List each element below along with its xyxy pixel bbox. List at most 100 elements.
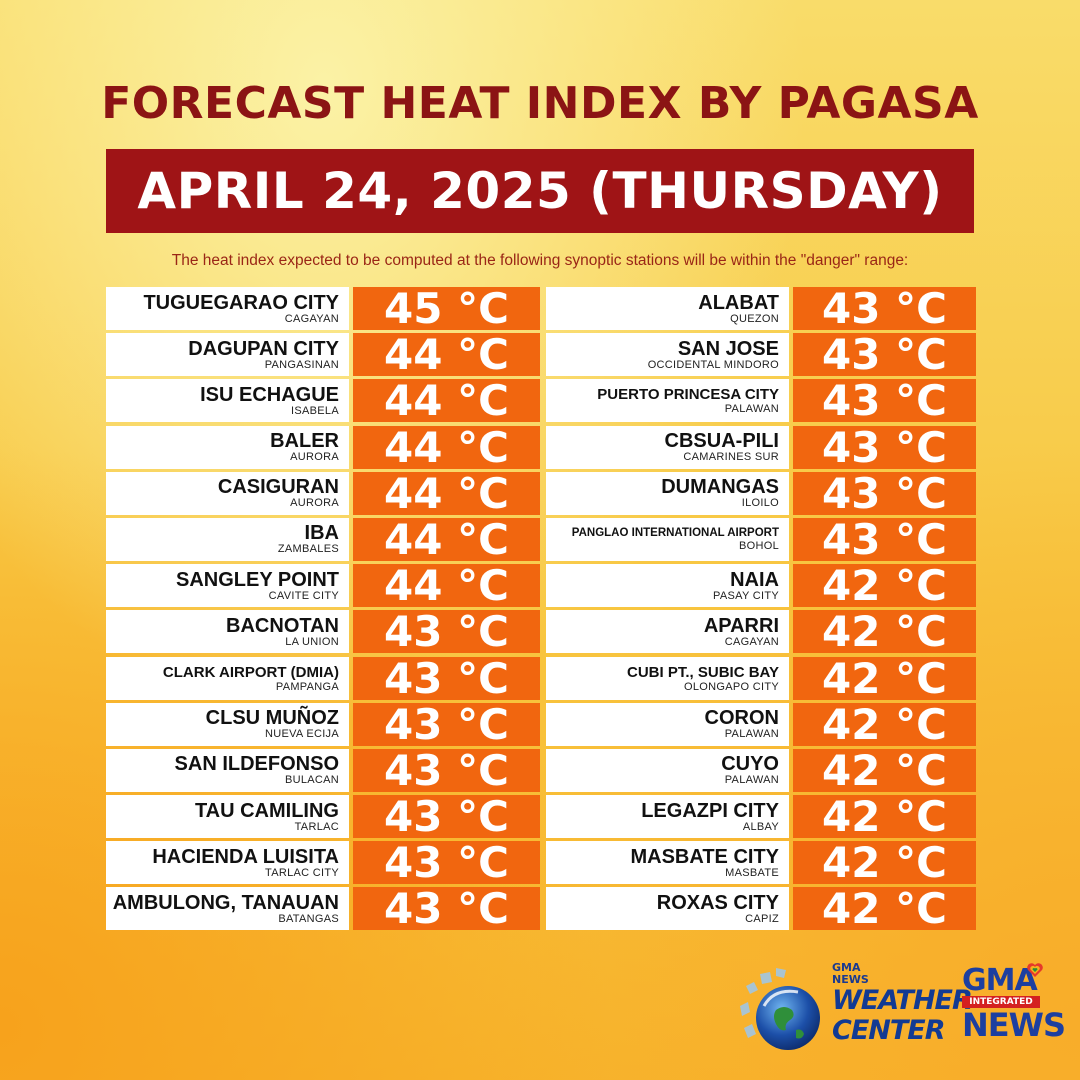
station-row: LEGAZPI CITY ALBAY 42 °C xyxy=(546,792,976,841)
station-name: BALER xyxy=(270,430,339,453)
station-row: SAN JOSE OCCIDENTAL MINDORO 43 °C xyxy=(546,330,976,379)
heat-index-value: 43 °C xyxy=(793,376,976,425)
station-name: LEGAZPI CITY xyxy=(641,799,779,822)
heat-index-value: 43 °C xyxy=(793,284,976,333)
station-name: APARRI xyxy=(703,614,779,637)
station-row: SAN ILDEFONSO BULACAN 43 °C xyxy=(106,746,540,795)
station-row: IBA ZAMBALES 44 °C xyxy=(106,515,540,564)
station-name: ROXAS CITY xyxy=(656,891,779,914)
gma-integrated-news-logo: GMA INTEGRATED NEWS xyxy=(962,963,1066,1050)
station-label: TUGUEGARAO CITY CAGAYAN xyxy=(106,287,349,330)
station-province: ZAMBALES xyxy=(277,543,339,556)
station-name: CORON xyxy=(704,707,779,730)
station-province: BATANGAS xyxy=(278,912,339,925)
station-province: TARLAC xyxy=(294,820,339,833)
gma-logo-top: GMA xyxy=(962,963,1038,998)
station-label: HACIENDA LUISITA TARLAC CITY xyxy=(106,841,349,885)
station-label: IBA ZAMBALES xyxy=(106,517,349,561)
station-name: PANGLAO INTERNATIONAL AIRPORT xyxy=(571,527,779,540)
station-label: ROXAS CITY CAPIZ xyxy=(546,887,789,931)
right-station-column: ALABAT QUEZON 43 °C SAN JOSE OCCIDENTAL MIND… xyxy=(546,284,976,934)
gma-logo-middle: INTEGRATED xyxy=(962,996,1040,1008)
station-province: OCCIDENTAL MINDORO xyxy=(647,358,779,371)
heat-index-value: 44 °C xyxy=(353,561,540,610)
station-province: PALAWAN xyxy=(724,774,779,787)
weather-center-line1: WEATHER xyxy=(832,985,973,1016)
gma-logo-bottom: NEWS xyxy=(962,1006,1066,1044)
station-province: OLONGAPO CITY xyxy=(684,680,779,693)
station-label: ISU ECHAGUE ISABELA xyxy=(106,379,349,423)
station-row: BACNOTAN LA UNION 43 °C xyxy=(106,607,540,656)
station-row: AMBULONG, TANAUAN BATANGAS 43 °C xyxy=(106,884,540,933)
station-name: HACIENDA LUISITA xyxy=(152,845,339,868)
station-row: CUYO PALAWAN 42 °C xyxy=(546,746,976,795)
station-label: BACNOTAN LA UNION xyxy=(106,610,349,654)
station-row: HACIENDA LUISITA TARLAC CITY 43 °C xyxy=(106,838,540,887)
station-label: BALER AURORA xyxy=(106,425,349,469)
station-province: CAGAYAN xyxy=(724,635,779,648)
station-row: PUERTO PRINCESA CITY PALAWAN 43 °C xyxy=(546,376,976,425)
station-label: CORON PALAWAN xyxy=(546,702,789,746)
heat-index-value: 43 °C xyxy=(353,654,540,703)
weather-center-text: GMA NEWS WEATHER CENTER xyxy=(832,961,973,1046)
station-name: MASBATE CITY xyxy=(630,845,779,868)
date-text: APRIL 24, 2025 (THURSDAY) xyxy=(137,162,943,220)
station-label: CUYO PALAWAN xyxy=(546,748,789,792)
station-province: CAMARINES SUR xyxy=(683,451,779,464)
heat-index-value: 43 °C xyxy=(353,607,540,656)
station-label: AMBULONG, TANAUAN BATANGAS xyxy=(106,887,349,931)
station-row: CASIGURAN AURORA 44 °C xyxy=(106,469,540,518)
station-label: MASBATE CITY MASBATE xyxy=(546,841,789,885)
heat-index-value: 43 °C xyxy=(353,792,540,841)
globe-weather-icon xyxy=(740,968,820,1050)
station-label: ALABAT QUEZON xyxy=(546,287,789,330)
station-row: ALABAT QUEZON 43 °C xyxy=(546,284,976,333)
station-name: DUMANGAS xyxy=(661,476,779,499)
heat-index-value: 45 °C xyxy=(353,284,540,333)
station-province: BULACAN xyxy=(284,774,339,787)
station-row: TUGUEGARAO CITY CAGAYAN 45 °C xyxy=(106,284,540,333)
station-row: CORON PALAWAN 42 °C xyxy=(546,700,976,749)
heat-index-value: 44 °C xyxy=(353,515,540,564)
station-province: ILOILO xyxy=(741,497,779,510)
station-row: DAGUPAN CITY PANGASINAN 44 °C xyxy=(106,330,540,379)
station-name: CLARK AIRPORT (DMIA) xyxy=(162,663,339,681)
station-province: PALAWAN xyxy=(724,728,779,741)
station-row: TAU CAMILING TARLAC 43 °C xyxy=(106,792,540,841)
station-province: AURORA xyxy=(290,497,339,510)
station-row: DUMANGAS ILOILO 43 °C xyxy=(546,469,976,518)
weather-center-gma: GMA xyxy=(832,961,861,974)
heat-index-value: 43 °C xyxy=(793,469,976,518)
heat-index-value: 42 °C xyxy=(793,838,976,887)
heat-index-value: 43 °C xyxy=(353,746,540,795)
station-province: CAPIZ xyxy=(745,912,779,925)
station-province: PASAY CITY xyxy=(713,589,779,602)
station-row: NAIA PASAY CITY 42 °C xyxy=(546,561,976,610)
station-row: APARRI CAGAYAN 42 °C xyxy=(546,607,976,656)
station-province: ISABELA xyxy=(291,404,339,417)
station-label: SAN ILDEFONSO BULACAN xyxy=(106,748,349,792)
station-row: SANGLEY POINT CAVITE CITY 44 °C xyxy=(106,561,540,610)
station-name: TAU CAMILING xyxy=(194,799,339,822)
station-province: LA UNION xyxy=(285,635,339,648)
station-name: SANGLEY POINT xyxy=(176,568,339,591)
station-label: APARRI CAGAYAN xyxy=(546,610,789,654)
station-province: CAGAYAN xyxy=(284,312,339,325)
station-row: CLSU MUÑOZ NUEVA ECIJA 43 °C xyxy=(106,700,540,749)
station-name: ISU ECHAGUE xyxy=(200,383,339,406)
heat-index-value: 42 °C xyxy=(793,746,976,795)
heat-index-value: 42 °C xyxy=(793,884,976,933)
station-label: DAGUPAN CITY PANGASINAN xyxy=(106,333,349,377)
station-row: CBSUA-PILI CAMARINES SUR 43 °C xyxy=(546,423,976,472)
weather-center-logo: GMA NEWS WEATHER CENTER xyxy=(730,958,973,1054)
heat-index-value: 42 °C xyxy=(793,792,976,841)
station-province: PANGASINAN xyxy=(264,358,339,371)
station-label: PANGLAO INTERNATIONAL AIRPORT BOHOL xyxy=(546,517,789,561)
heat-index-value: 42 °C xyxy=(793,700,976,749)
heat-index-value: 43 °C xyxy=(353,884,540,933)
weather-center-news: NEWS xyxy=(832,973,869,986)
station-name: AMBULONG, TANAUAN xyxy=(112,891,339,914)
station-province: ALBAY xyxy=(742,820,779,833)
heat-index-value: 43 °C xyxy=(793,423,976,472)
station-row: ROXAS CITY CAPIZ 42 °C xyxy=(546,884,976,933)
